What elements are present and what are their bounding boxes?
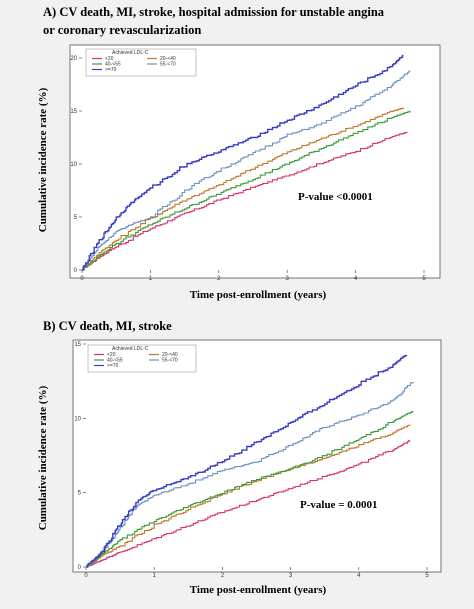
- panel-b-x-tick-label: 4: [357, 573, 361, 579]
- panel-a-series-line: [82, 107, 405, 271]
- panel-a-x-axis-label: Time post-enrollment (years): [190, 289, 327, 301]
- panel-b-x-tick-label: 1: [153, 573, 157, 579]
- panel-a: A) CV death, MI, stroke, hospital admiss…: [37, 5, 441, 301]
- panel-b-axes: 0 1 2 3 4 5 0 5 10 15: [74, 342, 429, 579]
- panel-a-subtitle: or coronary revascularization: [43, 23, 201, 37]
- panel-b-series-line: [86, 354, 408, 568]
- panel-a-x-tick-label: 0: [80, 276, 84, 282]
- panel-a-series-line: [82, 54, 404, 271]
- panel-b-series: [86, 354, 414, 568]
- panel-b-legend-box: [87, 344, 197, 373]
- panel-b-y-tick-label: 15: [74, 342, 81, 348]
- panel-a-y-tick-label: 20: [70, 56, 77, 62]
- panel-a-legend-label: <20: [105, 56, 114, 62]
- panel-b-legend-label: 20-<40: [162, 352, 178, 358]
- panel-a-series-line: [82, 111, 411, 271]
- panel-b-x-tick-label: 2: [221, 573, 225, 579]
- panel-a-y-tick-label: 10: [70, 162, 77, 168]
- panel-a-y-tick-label: 5: [74, 215, 78, 221]
- panel-a-p-value: P-value <0.0001: [298, 191, 373, 203]
- panel-a-legend-title: Achieved LDL-C: [112, 50, 149, 56]
- panel-b-series-line: [86, 424, 411, 568]
- panel-b-legend-label: >=70: [107, 363, 119, 369]
- panel-b-legend-label: <20: [107, 352, 116, 358]
- panel-b: B) CV death, MI, stroke Cumulative incid…: [37, 319, 442, 596]
- panel-b-legend-label: 55-<70: [162, 358, 178, 364]
- panel-b-p-value: P-value = 0.0001: [300, 499, 377, 511]
- panel-a-axes: 0 1 2 3 4 5 0 5 10 15 20: [70, 56, 426, 282]
- panel-a-x-tick-label: 5: [422, 276, 426, 282]
- panel-b-y-tick-label: 0: [78, 565, 82, 571]
- panel-b-title: B) CV death, MI, stroke: [43, 319, 172, 333]
- panel-b-y-tick-label: 5: [78, 491, 82, 497]
- panel-b-series-line: [86, 382, 414, 568]
- panel-b-series-line: [86, 440, 411, 568]
- panel-b-x-tick-label: 0: [84, 573, 88, 579]
- panel-b-legend-title: Achieved LDL-C: [112, 346, 149, 352]
- panel-a-title: A) CV death, MI, stroke, hospital admiss…: [43, 5, 385, 19]
- panel-b-x-tick-label: 5: [425, 573, 429, 579]
- panel-a-series-line: [82, 131, 408, 271]
- panel-a-y-tick-label: 0: [74, 268, 78, 274]
- panel-a-legend-box: [85, 48, 197, 77]
- panel-a-plot-area: [69, 44, 441, 279]
- panel-a-x-tick-label: 1: [149, 276, 153, 282]
- panel-b-series-line: [86, 411, 414, 568]
- panel-a-y-axis-label: Cumulative incidence rate (%): [37, 87, 49, 232]
- panel-b-y-tick-label: 10: [74, 416, 81, 422]
- panel-a-series: [82, 54, 411, 271]
- panel-a-legend: Achieved LDL-C <20 20-<40 40-<55 55-<70 >=70: [85, 48, 197, 77]
- panel-a-x-tick-label: 2: [217, 276, 221, 282]
- panel-b-x-axis-label: Time post-enrollment (years): [190, 584, 327, 596]
- panel-b-legend: Achieved LDL-C <20 20-<40 40-<55 55-<70 >=70: [87, 344, 197, 373]
- panel-a-series-line: [82, 70, 411, 271]
- panel-a-legend-label: 55-<70: [160, 62, 176, 68]
- panel-a-legend-label: 40-<55: [105, 62, 121, 68]
- panel-b-plot-area: [72, 339, 442, 573]
- panel-a-legend-label: >=70: [105, 67, 117, 73]
- panel-b-legend-label: 40-<55: [107, 358, 123, 364]
- panel-b-x-tick-label: 3: [289, 573, 293, 579]
- panel-a-x-tick-label: 3: [286, 276, 290, 282]
- panel-a-y-tick-label: 15: [70, 109, 77, 115]
- panel-a-legend-label: 20-<40: [160, 56, 176, 62]
- panel-b-y-axis-label: Cumulative incidence rate (%): [37, 385, 49, 530]
- panel-a-x-tick-label: 4: [354, 276, 358, 282]
